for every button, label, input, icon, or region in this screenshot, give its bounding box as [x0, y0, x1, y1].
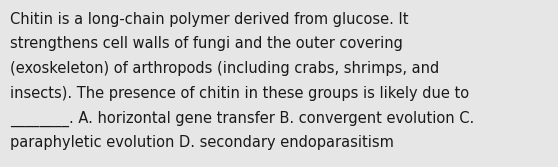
Text: Chitin is a long-chain polymer derived from glucose. It: Chitin is a long-chain polymer derived f… [10, 12, 408, 27]
Text: paraphyletic evolution D. secondary endoparasitism: paraphyletic evolution D. secondary endo… [10, 135, 394, 150]
Text: ________. A. horizontal gene transfer B. convergent evolution C.: ________. A. horizontal gene transfer B.… [10, 111, 474, 127]
Text: (exoskeleton) of arthropods (including crabs, shrimps, and: (exoskeleton) of arthropods (including c… [10, 61, 439, 76]
Text: insects). The presence of chitin in these groups is likely due to: insects). The presence of chitin in thes… [10, 86, 469, 101]
Text: strengthens cell walls of fungi and the outer covering: strengthens cell walls of fungi and the … [10, 36, 403, 51]
